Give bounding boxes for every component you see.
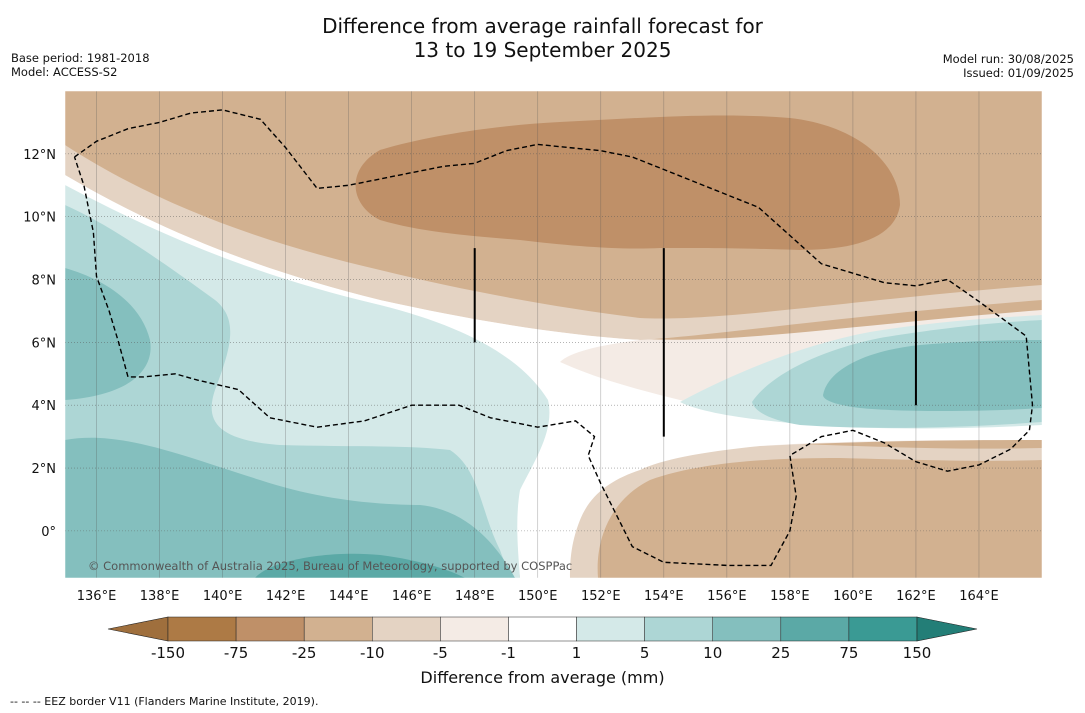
lon-tick-label: 150°E: [518, 589, 558, 604]
lat-tick-label: 0°: [41, 525, 56, 540]
copyright-text: © Commonwealth of Australia 2025, Bureau…: [88, 559, 572, 573]
colorbar-bin: [508, 616, 577, 642]
colorbar-bin: [712, 616, 782, 642]
run-info: Model run: 30/08/2025 Issued: 01/09/2025: [943, 52, 1074, 80]
colorbar-bin: [303, 616, 373, 642]
title-line-1: Difference from average rainfall forecas…: [322, 14, 763, 38]
eez-border-line: [73, 109, 1034, 567]
colorbar-tick-label: -25: [292, 644, 317, 662]
colorbar-tick-label: -1: [501, 644, 516, 662]
lon-tick-label: 154°E: [644, 589, 684, 604]
model-run-text: Model run: 30/08/2025: [942, 52, 1074, 66]
lon-tick-label: 138°E: [140, 589, 180, 604]
colorbar-bin: [167, 616, 237, 642]
lat-tick-label: 12°N: [23, 148, 56, 163]
eez-footnote: -- -- -- EEZ border V11 (Flanders Marine…: [10, 695, 319, 708]
title-line-2: 13 to 19 September 2025: [413, 38, 672, 62]
colorbar-bin: [576, 616, 645, 642]
colorbar-bin: [235, 616, 305, 642]
colorbar-tick-label: -10: [360, 644, 385, 662]
contour-dry-25-south-inner: [597, 458, 1042, 578]
colorbar-tick-label: 1: [572, 644, 582, 662]
lon-tick-label: 142°E: [266, 589, 306, 604]
lon-tick-label: 140°E: [203, 589, 243, 604]
base-period-text: Base period: 1981-2018: [11, 51, 150, 65]
lat-tick-label: 4°N: [32, 399, 57, 414]
contour-wet-25: [65, 268, 515, 578]
lon-tick-label: 146°E: [392, 589, 432, 604]
colorbar-under-arrow: [107, 616, 169, 642]
model-name-text: Model: ACCESS-S2: [11, 65, 118, 79]
boundary-markers: [473, 248, 917, 437]
map-gridlines: [65, 91, 1042, 578]
colorbar-tick-label: -5: [433, 644, 448, 662]
lat-tick-label: 8°N: [32, 274, 57, 289]
lon-tick-label: 136°E: [77, 589, 117, 604]
colorbar-over-arrow: [916, 616, 978, 642]
lon-tick-label: 164°E: [959, 589, 999, 604]
contour-dry-10: [65, 145, 1042, 340]
colorbar-tick-label: 10: [703, 644, 722, 662]
model-info: Base period: 1981-2018 Model: ACCESS-S2: [11, 51, 150, 79]
lon-tick-label: 160°E: [833, 589, 873, 604]
lat-tick-label: 2°N: [32, 462, 57, 477]
colorbar-tick-label: 150: [903, 644, 932, 662]
colorbar-bin: [644, 616, 713, 642]
longitude-labels: 136°E 138°E 140°E 142°E 144°E 146°E 148°E 150°E…: [77, 589, 999, 604]
colorbar-tick-label: -150: [151, 644, 185, 662]
latitude-labels: 0° 2°N 4°N 6°N 8°N 10°N 12°N: [23, 148, 56, 540]
contour-neutral: [65, 175, 1042, 578]
lon-tick-label: 144°E: [329, 589, 369, 604]
colorbar-title: Difference from average (mm): [420, 668, 665, 687]
lon-tick-label: 162°E: [896, 589, 936, 604]
colorbar-bin: [780, 616, 850, 642]
colorbar: -150 -75 -25 -10 -5 -1 1 5 10 25 75 150: [107, 616, 978, 662]
colorbar-bin: [372, 616, 441, 642]
lat-tick-label: 6°N: [32, 336, 57, 351]
colorbar-tick-label: 75: [839, 644, 858, 662]
colorbar-bin: [440, 616, 509, 642]
map-frame: [64, 90, 1043, 579]
lat-tick-label: 10°N: [23, 211, 56, 226]
contour-wet-75-sw: [255, 553, 465, 578]
colorbar-tick-label: -75: [224, 644, 249, 662]
lon-tick-label: 156°E: [707, 589, 747, 604]
issued-text: Issued: 01/09/2025: [963, 66, 1074, 80]
contour-dry-75: [355, 115, 900, 250]
colorbar-tick-label: 25: [771, 644, 790, 662]
lon-tick-label: 148°E: [455, 589, 495, 604]
lon-tick-label: 158°E: [770, 589, 810, 604]
eez-border: [73, 109, 1034, 567]
colorbar-tick-label: 5: [640, 644, 650, 662]
lon-tick-label: 152°E: [581, 589, 621, 604]
anomaly-contours: [65, 115, 1042, 578]
colorbar-bin: [848, 616, 918, 642]
contour-wet-25-east: [823, 340, 1042, 411]
map-title: Difference from average rainfall forecas…: [0, 14, 1085, 62]
